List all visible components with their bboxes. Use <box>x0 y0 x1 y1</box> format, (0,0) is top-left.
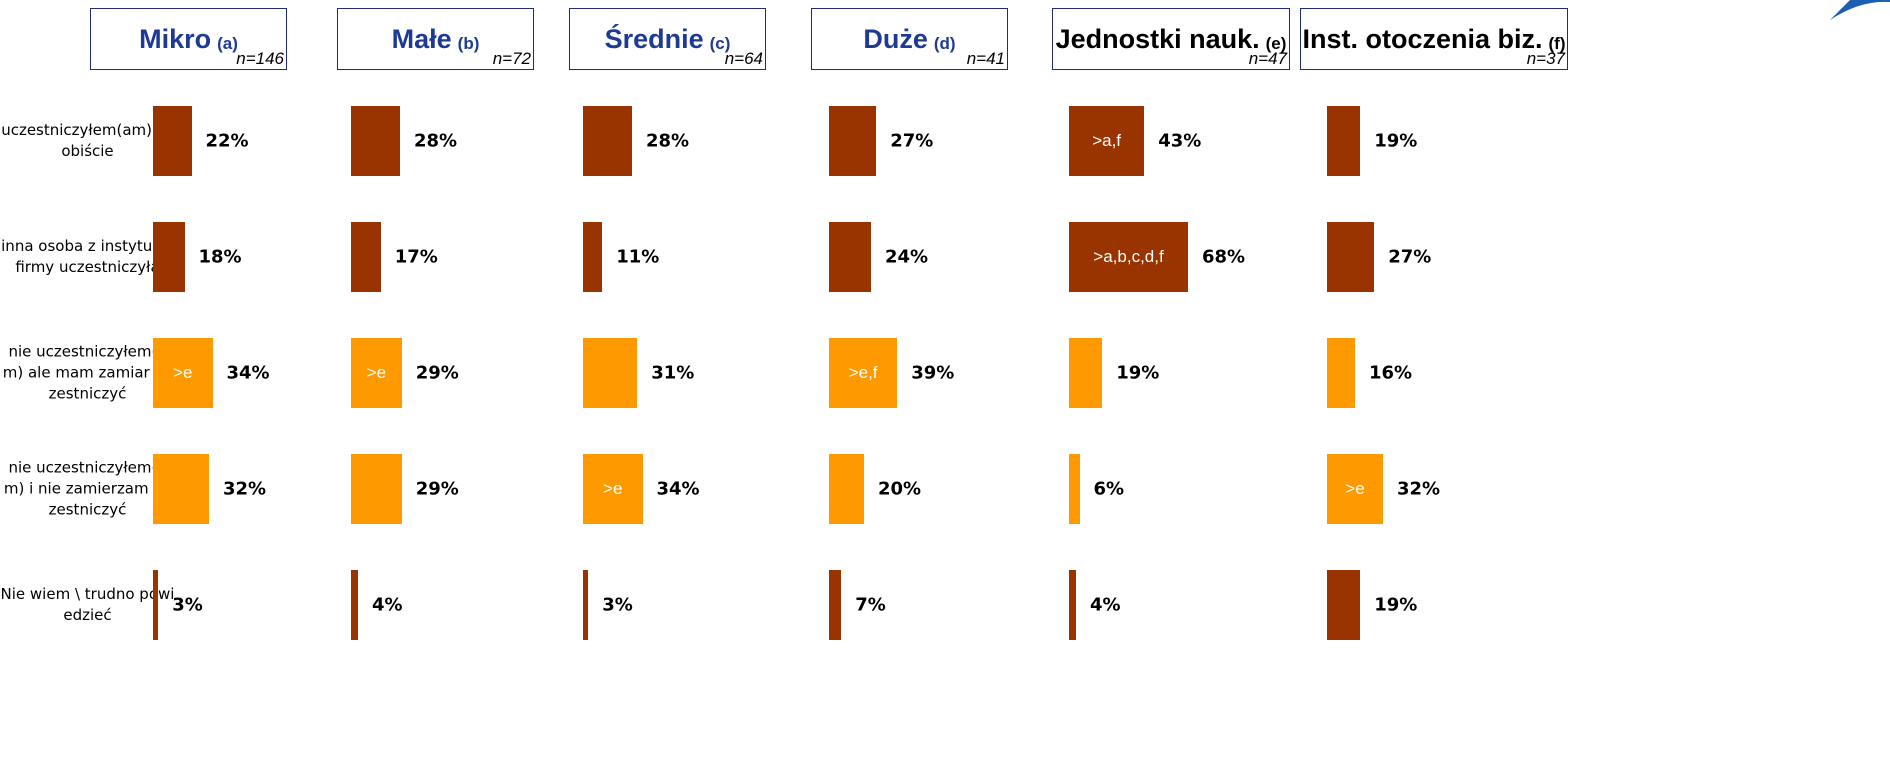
bar <box>1327 570 1360 640</box>
bar <box>829 222 871 292</box>
value-label: 34% <box>657 479 700 500</box>
bar <box>153 222 185 292</box>
bar <box>351 454 402 524</box>
bar <box>1069 338 1102 408</box>
value-label: 7% <box>855 595 886 616</box>
bar <box>1327 106 1360 176</box>
significance-note: >a,f <box>1092 131 1121 151</box>
bar: >e <box>1327 454 1383 524</box>
significance-note: >e <box>367 363 386 383</box>
bar <box>583 106 632 176</box>
row-label: nie uczestniczyłem(am) i nie zamierzam u… <box>0 458 175 521</box>
value-label: 16% <box>1369 363 1412 384</box>
bar: >e <box>351 338 402 408</box>
panel-title: Mikro <box>139 24 211 55</box>
value-label: 32% <box>223 479 266 500</box>
bar <box>1069 454 1080 524</box>
panel-header: Małe (b) n=72 <box>337 8 534 70</box>
bar <box>1069 570 1076 640</box>
sample-size: n=64 <box>725 49 763 69</box>
value-label: 22% <box>206 131 249 152</box>
bar <box>351 222 381 292</box>
significance-note: >a,b,c,d,f <box>1093 247 1163 267</box>
value-label: 19% <box>1374 595 1417 616</box>
value-label: 4% <box>372 595 403 616</box>
bar <box>829 454 864 524</box>
value-label: 29% <box>416 479 459 500</box>
panel-header: Duże (d) n=41 <box>811 8 1008 70</box>
value-label: 3% <box>172 595 203 616</box>
bar <box>153 106 192 176</box>
row-label: uczestniczyłem(am) osobiście <box>0 120 175 162</box>
panel-title-note: (a) <box>217 34 238 54</box>
panel-title: Duże <box>863 24 928 55</box>
value-label: 68% <box>1202 247 1245 268</box>
logo-swoosh <box>1830 0 1890 20</box>
value-label: 3% <box>602 595 633 616</box>
value-label: 4% <box>1090 595 1121 616</box>
panel-header: Średnie(c)n=64 <box>569 8 766 70</box>
value-label: 18% <box>199 247 242 268</box>
value-label: 43% <box>1158 131 1201 152</box>
bar <box>351 570 358 640</box>
value-label: 27% <box>890 131 933 152</box>
value-label: 19% <box>1116 363 1159 384</box>
sample-size: n=47 <box>1249 49 1287 69</box>
value-label: 28% <box>646 131 689 152</box>
bar: >a,f <box>1069 106 1144 176</box>
value-label: 24% <box>885 247 928 268</box>
bar <box>829 106 876 176</box>
sample-size: n=37 <box>1527 49 1565 69</box>
value-label: 20% <box>878 479 921 500</box>
bar <box>583 338 637 408</box>
bar <box>583 570 588 640</box>
panel-header: Inst. otoczenia biz.(f)n=37 <box>1300 8 1568 70</box>
sample-size: n=72 <box>493 49 531 69</box>
bar <box>583 222 602 292</box>
bar <box>829 570 841 640</box>
bar <box>1327 222 1374 292</box>
bar: >e,f <box>829 338 897 408</box>
bar <box>153 454 209 524</box>
row-label: Nie wiem \ trudno powiedzieć <box>0 584 175 626</box>
significance-note: >e <box>603 479 622 499</box>
panel-header: Jednostki nauk.(e)n=47 <box>1052 8 1290 70</box>
bar: >e <box>153 338 213 408</box>
significance-note: >e <box>173 363 192 383</box>
bar: >a,b,c,d,f <box>1069 222 1188 292</box>
significance-note: >e <box>1345 479 1364 499</box>
panel-header: Mikro (a)n=146 <box>90 8 287 70</box>
panel-title-note: (d) <box>934 34 956 54</box>
panel-title: Małe <box>392 24 452 55</box>
bar <box>351 106 400 176</box>
row-label: inna osoba z instytucji\ firmy uczestnic… <box>0 236 175 278</box>
value-label: 27% <box>1388 247 1431 268</box>
panel-title: Inst. otoczenia biz. <box>1302 24 1542 55</box>
sample-size: n=146 <box>236 49 284 69</box>
panel-title: Średnie <box>605 24 704 55</box>
value-label: 31% <box>651 363 694 384</box>
value-label: 29% <box>416 363 459 384</box>
significance-note: >e,f <box>849 363 878 383</box>
value-label: 32% <box>1397 479 1440 500</box>
value-label: 28% <box>414 131 457 152</box>
bar: >e <box>583 454 643 524</box>
panel-title: Jednostki nauk. <box>1056 24 1260 55</box>
value-label: 34% <box>227 363 270 384</box>
panel-title-note: (b) <box>458 34 480 54</box>
value-label: 39% <box>911 363 954 384</box>
row-label: nie uczestniczyłem(am) ale mam zamiar uc… <box>0 342 175 405</box>
value-label: 6% <box>1094 479 1125 500</box>
sample-size: n=41 <box>967 49 1005 69</box>
page: uczestniczyłem(am) osobiście inna osoba z… <box>0 0 1890 776</box>
value-label: 17% <box>395 247 438 268</box>
bar <box>1327 338 1355 408</box>
value-label: 11% <box>616 247 659 268</box>
value-label: 19% <box>1374 131 1417 152</box>
bar <box>153 570 158 640</box>
